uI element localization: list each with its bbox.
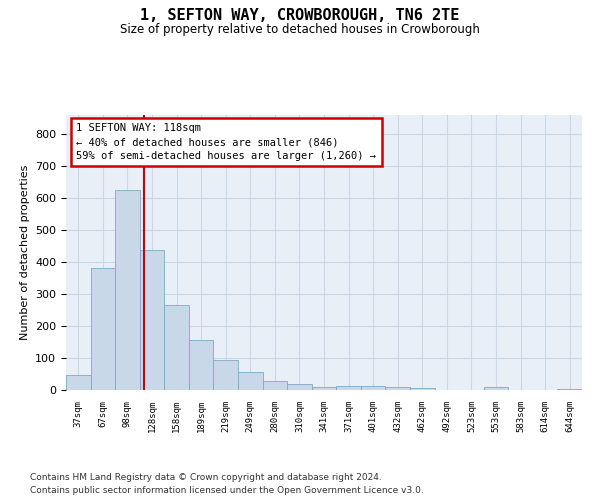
- Bar: [214, 360, 238, 390]
- Bar: [361, 386, 385, 390]
- Bar: [385, 387, 410, 390]
- Text: Contains public sector information licensed under the Open Government Licence v3: Contains public sector information licen…: [30, 486, 424, 495]
- Bar: [66, 374, 91, 390]
- Bar: [336, 386, 361, 390]
- Bar: [484, 388, 508, 390]
- Text: Size of property relative to detached houses in Crowborough: Size of property relative to detached ho…: [120, 22, 480, 36]
- Bar: [312, 387, 336, 390]
- Bar: [238, 372, 263, 390]
- Bar: [91, 268, 115, 390]
- Text: Contains HM Land Registry data © Crown copyright and database right 2024.: Contains HM Land Registry data © Crown c…: [30, 472, 382, 482]
- Bar: [287, 384, 312, 390]
- Bar: [115, 190, 140, 390]
- Text: 1, SEFTON WAY, CROWBOROUGH, TN6 2TE: 1, SEFTON WAY, CROWBOROUGH, TN6 2TE: [140, 8, 460, 22]
- Y-axis label: Number of detached properties: Number of detached properties: [20, 165, 29, 340]
- Bar: [263, 381, 287, 390]
- Text: 1 SEFTON WAY: 118sqm
← 40% of detached houses are smaller (846)
59% of semi-deta: 1 SEFTON WAY: 118sqm ← 40% of detached h…: [76, 123, 376, 161]
- Bar: [140, 250, 164, 390]
- Bar: [164, 306, 189, 390]
- Bar: [189, 340, 214, 390]
- Bar: [410, 388, 434, 390]
